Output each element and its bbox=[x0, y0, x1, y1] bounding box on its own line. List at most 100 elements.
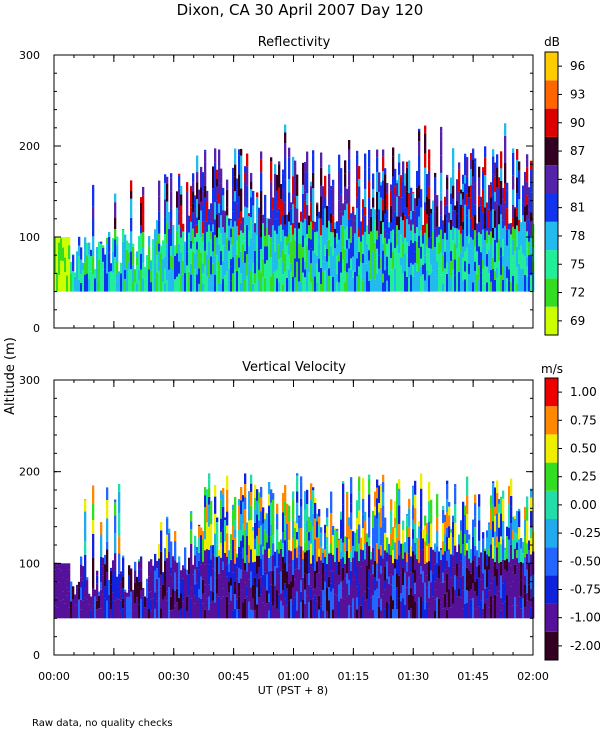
heatmap-cell bbox=[232, 572, 235, 595]
heatmap-cell bbox=[438, 254, 441, 269]
colorbar-label: 87 bbox=[570, 144, 585, 158]
heatmap-cell bbox=[342, 588, 345, 599]
heatmap-cell bbox=[144, 266, 147, 280]
heatmap-cell bbox=[396, 483, 399, 506]
heatmap-cell bbox=[74, 605, 77, 619]
heatmap-cell bbox=[518, 161, 521, 171]
heatmap-cell bbox=[314, 265, 317, 277]
heatmap-cell bbox=[258, 207, 261, 214]
colorbar-label: 78 bbox=[570, 229, 585, 243]
heatmap-cell bbox=[130, 569, 133, 592]
heatmap-cell bbox=[210, 238, 213, 257]
heatmap-cell bbox=[362, 550, 365, 561]
heatmap-cell bbox=[158, 211, 161, 221]
heatmap-cell bbox=[98, 595, 101, 609]
heatmap-cell bbox=[284, 583, 287, 599]
heatmap-cell bbox=[506, 245, 509, 258]
heatmap-cell bbox=[458, 241, 461, 257]
heatmap-cell bbox=[258, 233, 261, 251]
heatmap-cell bbox=[376, 525, 379, 544]
heatmap-cell bbox=[418, 562, 421, 578]
heatmap-cell bbox=[298, 604, 301, 619]
heatmap-cell bbox=[176, 207, 179, 231]
heatmap-cell bbox=[154, 592, 157, 609]
heatmap-cell bbox=[364, 254, 367, 264]
heatmap-cell bbox=[348, 579, 351, 595]
heatmap-cell bbox=[488, 556, 491, 570]
heatmap-cell bbox=[138, 559, 141, 562]
heatmap-cell bbox=[106, 243, 109, 262]
heatmap-cell bbox=[134, 570, 137, 583]
heatmap-cell bbox=[502, 220, 505, 229]
heatmap-cell bbox=[414, 494, 417, 509]
heatmap-cell bbox=[498, 499, 501, 504]
heatmap-cell bbox=[400, 601, 403, 619]
heatmap-cell bbox=[318, 509, 321, 517]
heatmap-cell bbox=[518, 179, 521, 200]
heatmap-cell bbox=[382, 474, 385, 482]
heatmap-cell bbox=[512, 275, 515, 292]
heatmap-cell bbox=[522, 542, 525, 554]
heatmap-cell bbox=[218, 244, 221, 261]
heatmap-cell bbox=[528, 241, 531, 255]
heatmap-cell bbox=[420, 246, 423, 259]
heatmap-cell bbox=[516, 216, 519, 226]
heatmap-cell bbox=[464, 155, 467, 176]
heatmap-cell bbox=[500, 536, 503, 545]
heatmap-cell bbox=[436, 236, 439, 248]
heatmap-cell bbox=[390, 595, 393, 619]
heatmap-cell bbox=[268, 601, 271, 611]
heatmap-cell bbox=[386, 193, 389, 209]
heatmap-cell bbox=[378, 236, 381, 256]
heatmap-cell bbox=[494, 531, 497, 547]
heatmap-cell bbox=[508, 486, 511, 505]
heatmap-cell bbox=[470, 599, 473, 619]
heatmap-cell bbox=[468, 243, 471, 264]
heatmap-cell bbox=[182, 567, 185, 579]
heatmap-cell bbox=[286, 523, 289, 542]
heatmap-cell bbox=[170, 596, 173, 611]
heatmap-cell bbox=[328, 553, 331, 577]
heatmap-cell bbox=[176, 562, 179, 579]
heatmap-cell bbox=[394, 568, 397, 590]
heatmap-cell bbox=[234, 243, 237, 258]
heatmap-cell bbox=[204, 550, 207, 565]
heatmap-cell bbox=[184, 272, 187, 292]
heatmap-cell bbox=[520, 608, 523, 619]
heatmap-cell bbox=[494, 506, 497, 517]
heatmap-cell bbox=[272, 585, 275, 606]
heatmap-cell bbox=[358, 266, 361, 276]
heatmap-cell bbox=[330, 185, 333, 190]
heatmap-cell bbox=[346, 573, 349, 584]
heatmap-cell bbox=[276, 218, 279, 234]
heatmap-cell bbox=[376, 273, 379, 292]
heatmap-cell bbox=[286, 236, 289, 246]
heatmap-cell bbox=[272, 499, 275, 512]
heatmap-cell bbox=[316, 271, 319, 283]
heatmap-cell bbox=[168, 610, 171, 619]
heatmap-cell bbox=[466, 495, 469, 515]
heatmap-cell bbox=[406, 219, 409, 243]
heatmap-cell bbox=[226, 564, 229, 577]
heatmap-cell bbox=[362, 199, 365, 209]
heatmap-cell bbox=[118, 536, 121, 554]
heatmap-cell bbox=[392, 563, 395, 576]
heatmap-cell bbox=[104, 554, 107, 565]
heatmap-cell bbox=[488, 548, 491, 557]
heatmap-cell bbox=[368, 517, 371, 538]
heatmap-cell bbox=[384, 237, 387, 255]
heatmap-cell bbox=[488, 590, 491, 608]
heatmap-cell bbox=[416, 589, 419, 603]
heatmap-cell bbox=[298, 222, 301, 229]
heatmap-cell bbox=[194, 195, 197, 197]
heatmap-cell bbox=[446, 573, 449, 593]
heatmap-cell bbox=[192, 574, 195, 598]
heatmap-cell bbox=[452, 240, 455, 259]
heatmap-cell bbox=[526, 231, 529, 249]
heatmap-cell bbox=[270, 603, 273, 619]
heatmap-cell bbox=[116, 261, 119, 274]
heatmap-cell bbox=[358, 251, 361, 267]
heatmap-cell bbox=[352, 277, 355, 292]
heatmap-cell bbox=[100, 589, 103, 609]
heatmap-cell bbox=[408, 498, 411, 509]
